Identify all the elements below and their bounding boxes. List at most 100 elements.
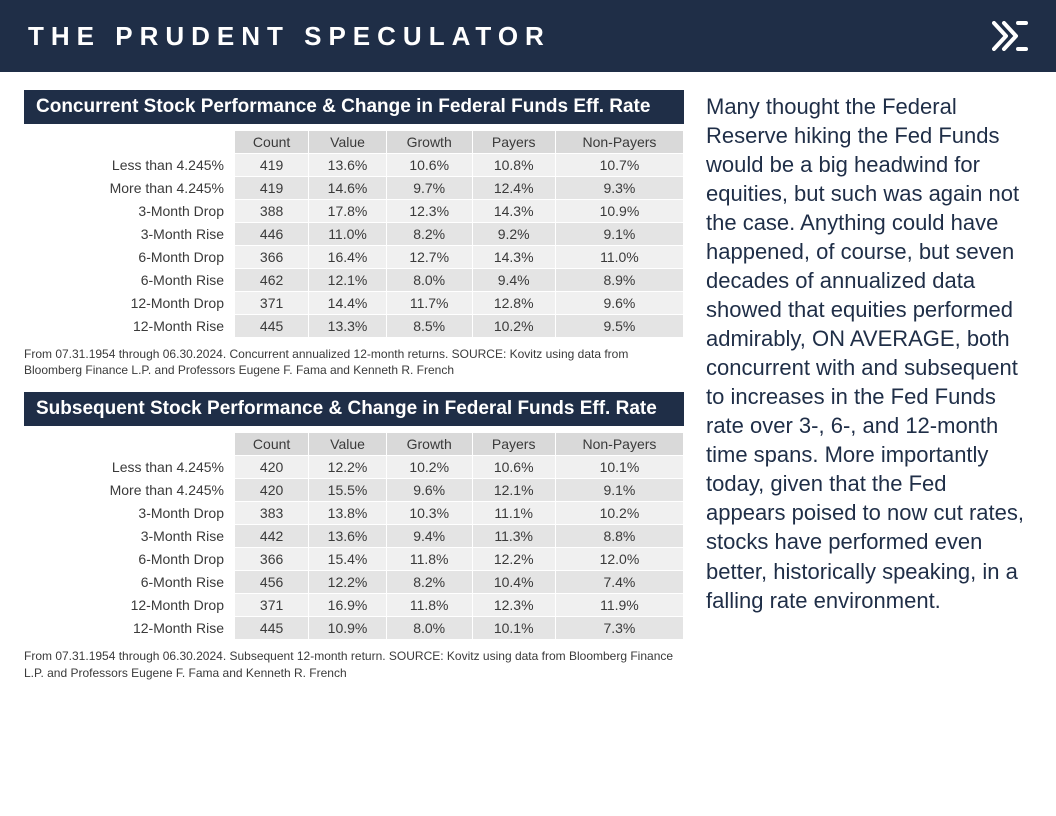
data-cell: 462	[235, 269, 309, 292]
concurrent-table-title: Concurrent Stock Performance & Change in…	[24, 90, 684, 124]
subsequent-table-title: Subsequent Stock Performance & Change in…	[24, 392, 684, 426]
data-cell: 12.3%	[386, 200, 472, 223]
table-row: 12-Month Drop37116.9%11.8%12.3%11.9%	[25, 594, 684, 617]
data-cell: 11.8%	[386, 594, 472, 617]
sidebar-paragraph: Many thought the Federal Reserve hiking …	[706, 92, 1032, 615]
data-cell: 10.2%	[386, 456, 472, 479]
data-cell: 11.0%	[309, 223, 387, 246]
data-cell: 10.6%	[472, 456, 555, 479]
table-row: 3-Month Drop38313.8%10.3%11.1%10.2%	[25, 502, 684, 525]
table-row: 6-Month Rise45612.2%8.2%10.4%7.4%	[25, 571, 684, 594]
data-cell: 12.2%	[309, 571, 387, 594]
data-cell: 442	[235, 525, 309, 548]
data-cell: 11.8%	[386, 548, 472, 571]
table-row: More than 4.245%42015.5%9.6%12.1%9.1%	[25, 479, 684, 502]
row-label: 3-Month Rise	[25, 525, 235, 548]
table-row: 12-Month Rise44510.9%8.0%10.1%7.3%	[25, 617, 684, 640]
data-cell: 456	[235, 571, 309, 594]
data-cell: 9.7%	[386, 177, 472, 200]
table-header-cell: Count	[235, 433, 309, 456]
data-cell: 366	[235, 548, 309, 571]
data-cell: 9.4%	[472, 269, 555, 292]
data-cell: 13.6%	[309, 154, 387, 177]
row-label: More than 4.245%	[25, 177, 235, 200]
data-cell: 445	[235, 315, 309, 338]
row-label: 6-Month Rise	[25, 571, 235, 594]
data-cell: 9.2%	[472, 223, 555, 246]
table-header-cell: Payers	[472, 433, 555, 456]
row-label: 12-Month Rise	[25, 315, 235, 338]
data-cell: 446	[235, 223, 309, 246]
table-row: More than 4.245%41914.6%9.7%12.4%9.3%	[25, 177, 684, 200]
concurrent-footnote: From 07.31.1954 through 06.30.2024. Conc…	[24, 346, 684, 378]
subsequent-table-block: Subsequent Stock Performance & Change in…	[24, 392, 684, 680]
row-label: More than 4.245%	[25, 479, 235, 502]
data-cell: 12.2%	[472, 548, 555, 571]
content-area: Concurrent Stock Performance & Change in…	[0, 72, 1056, 695]
table-header-cell: Non-Payers	[555, 433, 683, 456]
page-header: THE PRUDENT SPECULATOR	[0, 0, 1056, 72]
data-cell: 12.3%	[472, 594, 555, 617]
data-cell: 16.9%	[309, 594, 387, 617]
tables-column: Concurrent Stock Performance & Change in…	[24, 90, 684, 695]
data-cell: 9.5%	[555, 315, 683, 338]
data-cell: 10.1%	[472, 617, 555, 640]
data-cell: 12.7%	[386, 246, 472, 269]
data-cell: 13.6%	[309, 525, 387, 548]
data-cell: 10.4%	[472, 571, 555, 594]
table-header-cell: Growth	[386, 433, 472, 456]
table-row: Less than 4.245%42012.2%10.2%10.6%10.1%	[25, 456, 684, 479]
data-cell: 8.8%	[555, 525, 683, 548]
data-cell: 10.3%	[386, 502, 472, 525]
table-row: 3-Month Drop38817.8%12.3%14.3%10.9%	[25, 200, 684, 223]
concurrent-table: Count Value Growth Payers Non-Payers Les…	[24, 130, 684, 338]
data-cell: 12.2%	[309, 456, 387, 479]
row-label: 12-Month Drop	[25, 594, 235, 617]
data-cell: 11.9%	[555, 594, 683, 617]
row-label: 12-Month Drop	[25, 292, 235, 315]
data-cell: 366	[235, 246, 309, 269]
data-cell: 9.1%	[555, 479, 683, 502]
data-cell: 371	[235, 292, 309, 315]
page-title: THE PRUDENT SPECULATOR	[28, 21, 551, 52]
row-label: 12-Month Rise	[25, 617, 235, 640]
data-cell: 12.1%	[309, 269, 387, 292]
data-cell: 11.7%	[386, 292, 472, 315]
subsequent-footnote: From 07.31.1954 through 06.30.2024. Subs…	[24, 648, 684, 680]
data-cell: 12.4%	[472, 177, 555, 200]
table-header-cell: Value	[309, 433, 387, 456]
data-cell: 13.3%	[309, 315, 387, 338]
data-cell: 17.8%	[309, 200, 387, 223]
table-header-cell: Value	[309, 131, 387, 154]
data-cell: 420	[235, 479, 309, 502]
data-cell: 15.5%	[309, 479, 387, 502]
table-header-cell: Payers	[472, 131, 555, 154]
data-cell: 420	[235, 456, 309, 479]
data-cell: 9.1%	[555, 223, 683, 246]
data-cell: 371	[235, 594, 309, 617]
table-row: 6-Month Drop36615.4%11.8%12.2%12.0%	[25, 548, 684, 571]
data-cell: 445	[235, 617, 309, 640]
data-cell: 13.8%	[309, 502, 387, 525]
data-cell: 10.6%	[386, 154, 472, 177]
data-cell: 388	[235, 200, 309, 223]
concurrent-table-block: Concurrent Stock Performance & Change in…	[24, 90, 684, 378]
data-cell: 8.2%	[386, 571, 472, 594]
table-header-cell: Growth	[386, 131, 472, 154]
row-label: Less than 4.245%	[25, 456, 235, 479]
data-cell: 12.1%	[472, 479, 555, 502]
data-cell: 10.9%	[555, 200, 683, 223]
data-cell: 14.3%	[472, 246, 555, 269]
data-cell: 383	[235, 502, 309, 525]
table-row: 3-Month Rise44611.0%8.2%9.2%9.1%	[25, 223, 684, 246]
data-cell: 8.2%	[386, 223, 472, 246]
data-cell: 10.9%	[309, 617, 387, 640]
data-cell: 10.2%	[472, 315, 555, 338]
data-cell: 7.4%	[555, 571, 683, 594]
data-cell: 14.6%	[309, 177, 387, 200]
table-header-cell: Non-Payers	[555, 131, 683, 154]
row-label: 6-Month Drop	[25, 548, 235, 571]
table-row: 6-Month Rise46212.1%8.0%9.4%8.9%	[25, 269, 684, 292]
data-cell: 8.0%	[386, 269, 472, 292]
table-header-blank	[25, 433, 235, 456]
